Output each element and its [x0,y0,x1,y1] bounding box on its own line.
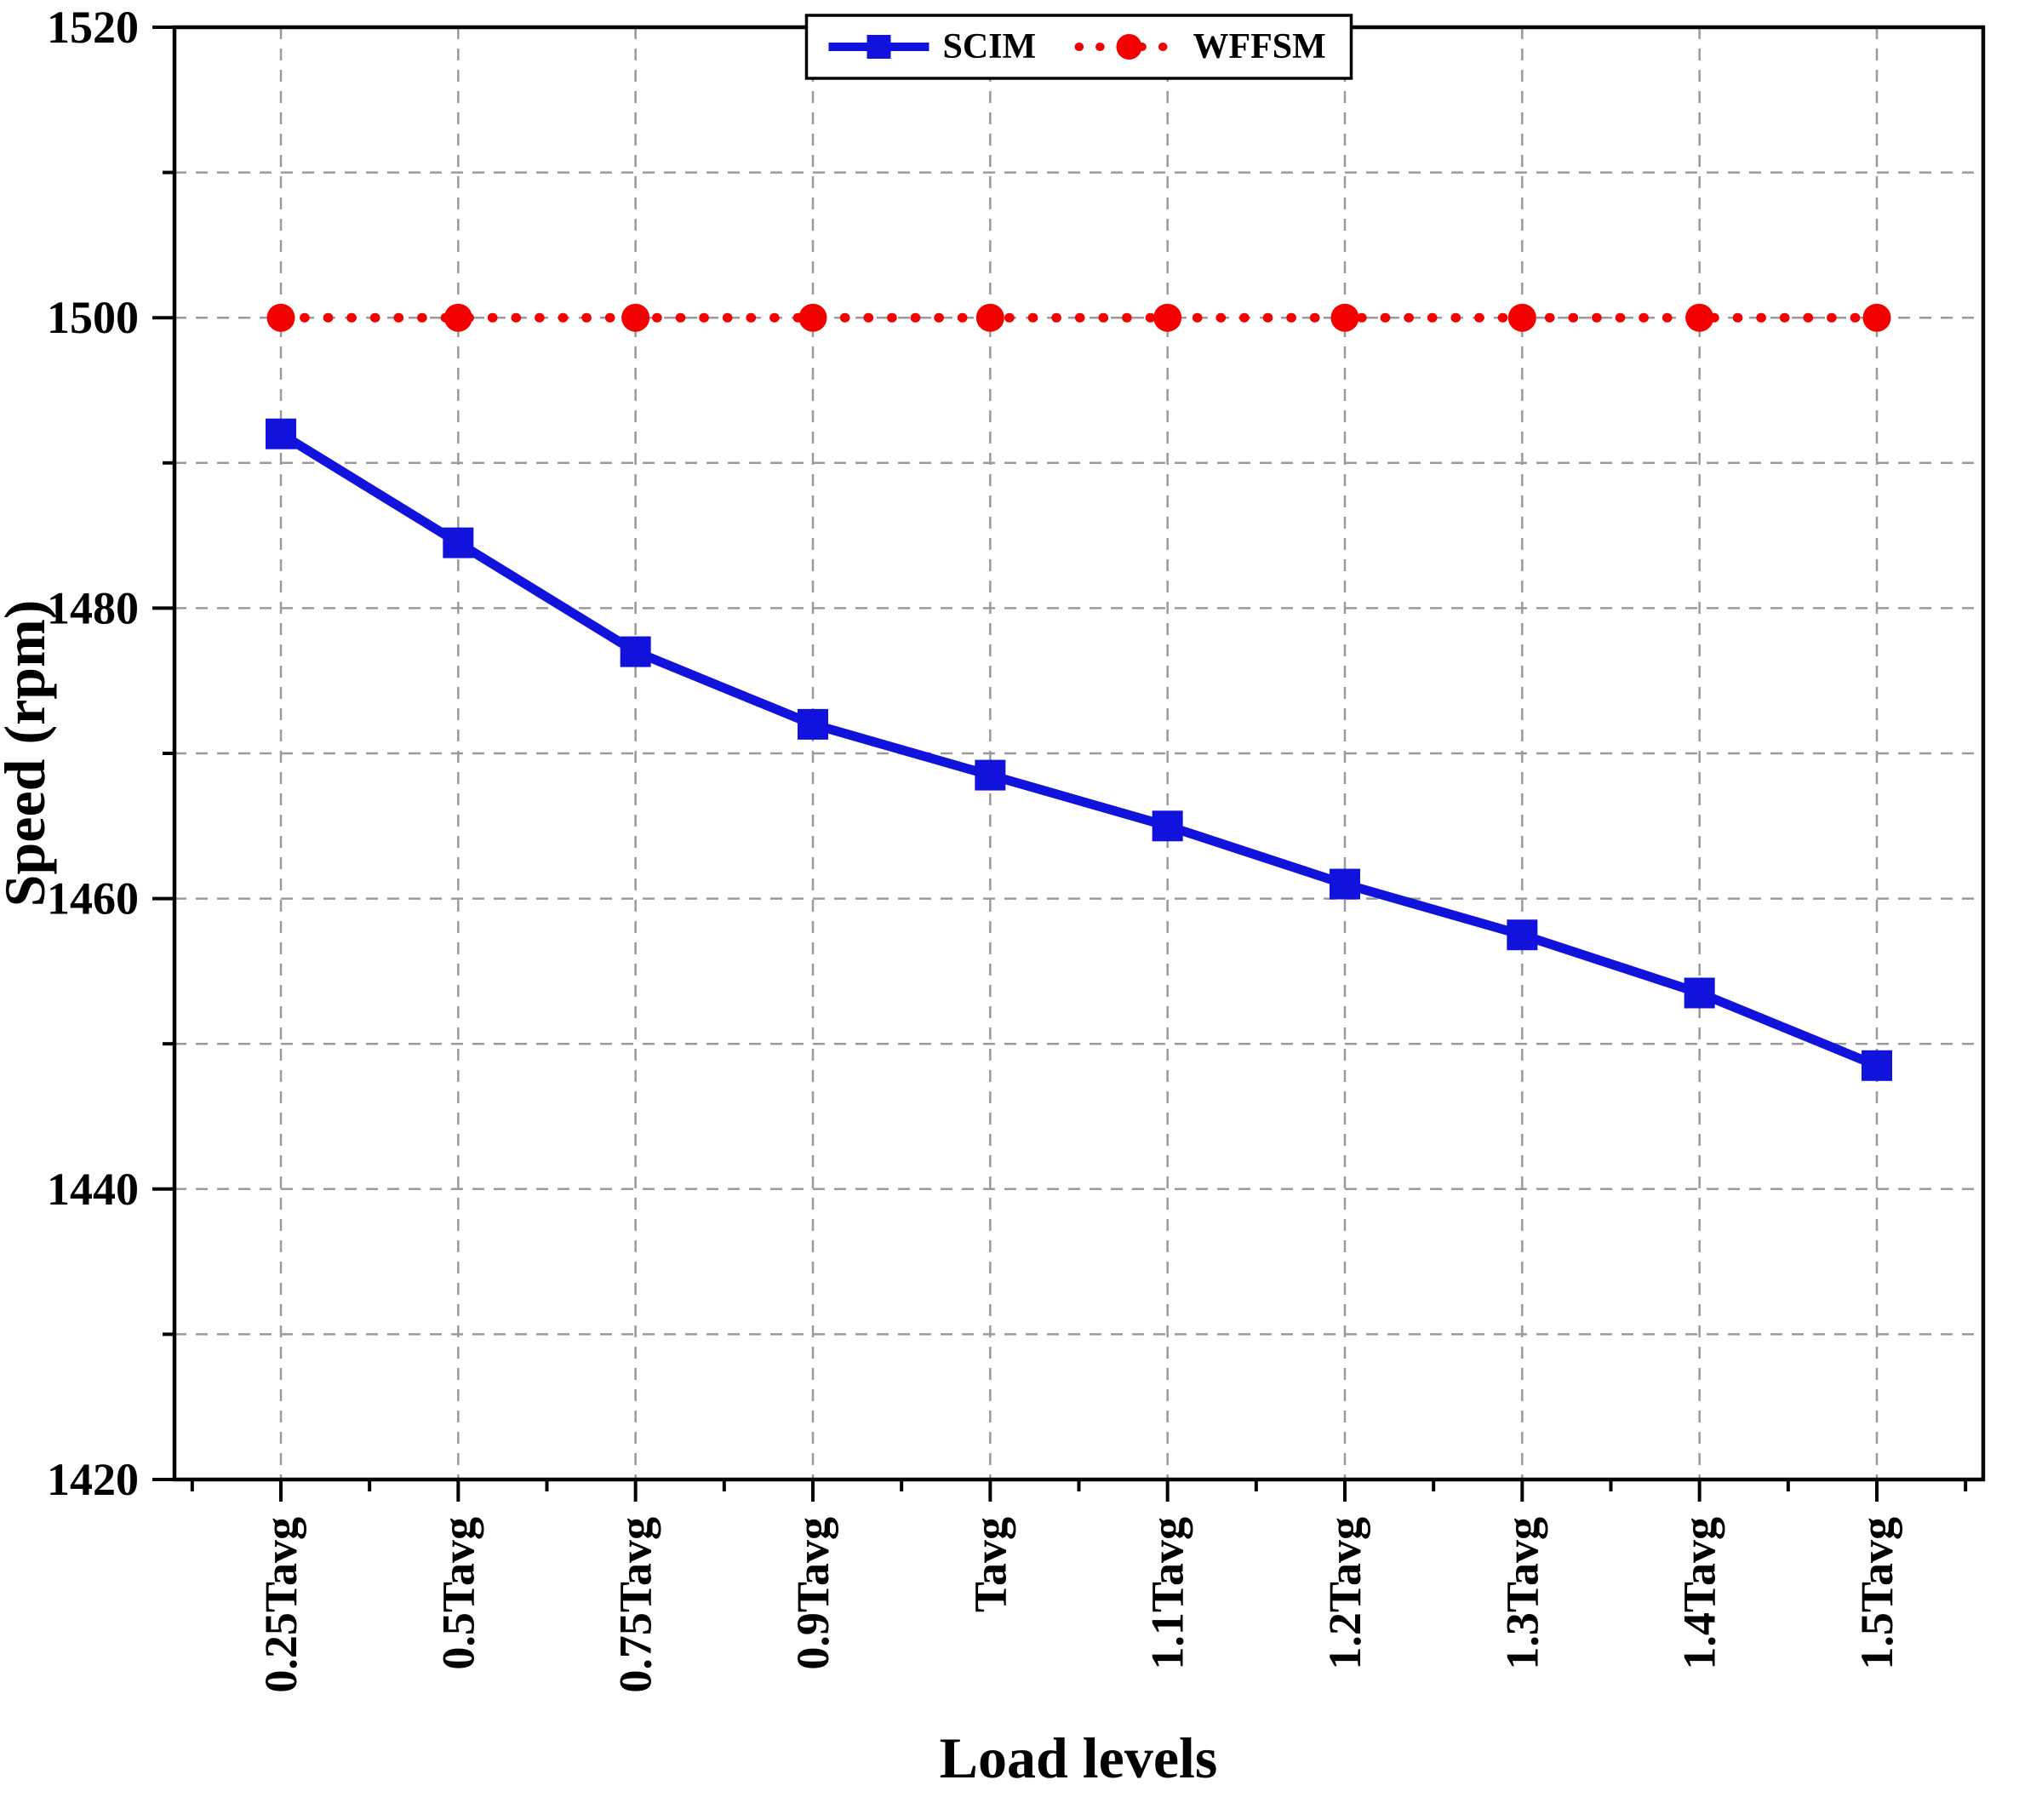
marker-scim [1507,919,1538,951]
x-tick-label: 0.25Tavg [255,1517,306,1693]
marker-wffsm [621,303,650,332]
x-tick-label: 1.5Tavg [1851,1517,1902,1670]
legend-marker-scim [867,35,891,59]
legend: SCIM WFFSM [804,14,1353,80]
marker-wffsm [798,303,827,332]
y-tick-label: 1440 [47,1164,139,1215]
marker-wffsm [1685,303,1714,332]
marker-wffsm [975,303,1004,332]
x-tick-label: 1.3Tavg [1496,1517,1547,1670]
y-tick-label: 1480 [47,582,139,633]
x-axis-title: Load levels [940,1726,1218,1790]
y-tick-label: 1520 [47,2,139,53]
y-tick-label: 1460 [47,873,139,924]
marker-scim [620,636,651,667]
marker-wffsm [266,303,295,332]
legend-label-scim: SCIM [943,27,1037,66]
marker-wffsm [1153,303,1182,332]
marker-wffsm [1862,303,1891,332]
marker-scim [1862,1050,1892,1081]
x-tick-label: 1.1Tavg [1142,1517,1193,1670]
y-axis-title: Speed (rpm) [0,600,57,907]
y-tick-label: 1420 [47,1454,139,1505]
marker-wffsm [443,303,472,332]
x-tick-label: 0.75Tavg [610,1517,661,1693]
x-tick-label: Tavg [964,1517,1015,1612]
series-line-scim [278,429,1879,1070]
y-tick-label: 1500 [47,292,139,343]
legend-marker-wffsm [1116,34,1142,60]
chart-render-layer: 1420 1440 1460 1480 1500 1520 0.25Tavg 0.5Tavg 0… [47,2,1986,1693]
marker-scim [798,708,828,740]
marker-wffsm [1507,303,1536,332]
x-tick-label: 1.4Tavg [1674,1517,1725,1670]
x-tick-label: 0.9Tavg [787,1517,838,1670]
x-tick-label: 0.5Tavg [432,1517,483,1670]
marker-wffsm [1330,303,1359,332]
marker-scim [1152,810,1183,842]
marker-scim [1330,868,1360,900]
marker-scim [1684,977,1715,1009]
legend-label-wffsm: WFFSM [1193,27,1326,66]
marker-scim [266,418,296,449]
x-tick-label: 1.2Tavg [1319,1517,1370,1670]
marker-scim [443,527,474,558]
marker-scim [975,759,1006,791]
